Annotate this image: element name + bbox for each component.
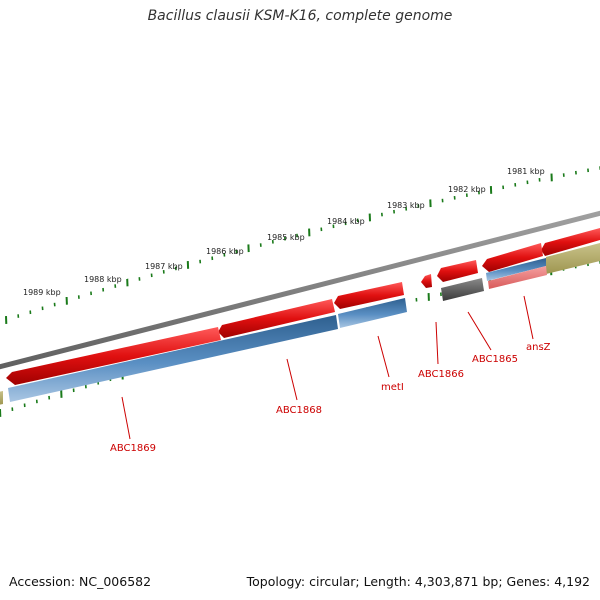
scale-label: 1987 kbp [145, 262, 183, 271]
gene-arrow-small[interactable] [421, 274, 432, 288]
genome-backbone [0, 210, 600, 370]
scale-label: 1985 kbp [267, 233, 305, 242]
gene-label-ABC1865[interactable]: ABC1865 [472, 354, 518, 365]
leader-line-ansZ [523, 295, 534, 340]
gene-arrow-metI[interactable] [334, 282, 404, 309]
topology-summary: Topology: circular; Length: 4,303,871 bp… [246, 574, 590, 589]
leader-line-metI [377, 335, 390, 378]
grey-feature-ABC1865[interactable] [441, 278, 484, 301]
gene-leader-lines [121, 295, 534, 440]
gene-labels: ansZ ABC1865 ABC1866 metI ABC1868 ABC186… [110, 342, 551, 454]
scale-label: 1988 kbp [84, 275, 122, 284]
outer-scale-ticks [5, 166, 600, 324]
cds-block-ansZ[interactable] [486, 258, 546, 281]
gene-label-ansZ[interactable]: ansZ [526, 342, 551, 353]
leader-line-ABC1866 [435, 321, 439, 365]
gene-label-ABC1866[interactable]: ABC1866 [418, 369, 464, 380]
cds-block-ABC1868-ABC1869[interactable] [8, 315, 338, 402]
scale-label: 1983 kbp [387, 201, 425, 210]
map-title: Bacillus clausii KSM-K16, complete genom… [147, 8, 453, 24]
scale-label: 1984 kbp [327, 217, 365, 226]
scale-labels: 1981 kbp 1982 kbp 1983 kbp 1984 kbp 1985… [23, 167, 545, 297]
leader-line-ABC1868 [286, 358, 298, 401]
gene-arrow-ABC1866[interactable] [437, 260, 478, 282]
accession-label: Accession: NC_006582 [9, 574, 152, 589]
leader-line-ABC1865 [467, 311, 492, 351]
gene-label-ABC1869[interactable]: ABC1869 [110, 443, 156, 454]
gene-arrow-ABC1865[interactable] [482, 243, 543, 272]
gene-arrow-ansZ-region[interactable] [541, 228, 600, 256]
khaki-feature-left[interactable] [0, 391, 3, 405]
gene-arrow-ABC1868[interactable] [218, 299, 335, 338]
scale-label: 1982 kbp [448, 185, 486, 194]
khaki-feature[interactable] [546, 243, 600, 274]
gene-label-metI[interactable]: metI [381, 382, 404, 393]
forward-strand-genes [6, 228, 600, 385]
gene-arrow-ABC1869[interactable] [6, 327, 221, 385]
scale-label: 1981 kbp [507, 167, 545, 176]
cds-features [0, 243, 600, 405]
scale-label: 1986 kbp [206, 247, 244, 256]
pink-feature-ansZ[interactable] [488, 266, 547, 289]
cds-block-metI[interactable] [338, 298, 407, 328]
leader-line-ABC1869 [121, 396, 131, 440]
scale-label: 1989 kbp [23, 288, 61, 297]
gene-label-ABC1868[interactable]: ABC1868 [276, 405, 322, 416]
